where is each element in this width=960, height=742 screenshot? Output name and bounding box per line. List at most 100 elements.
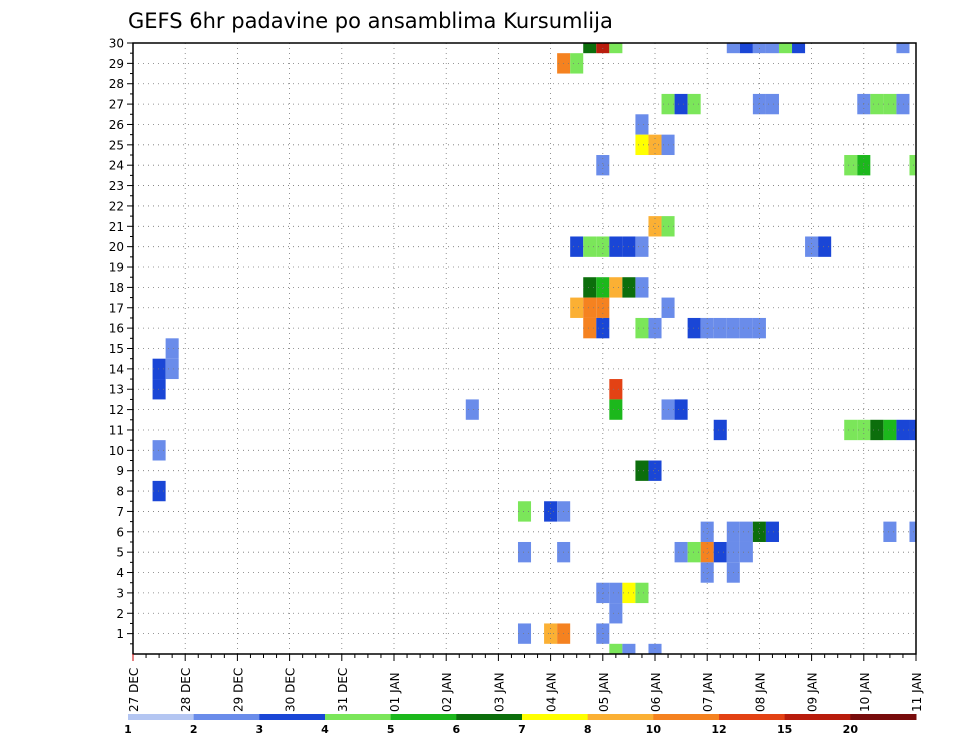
colorbar-swatch	[390, 714, 457, 720]
heatmap-cell	[609, 43, 623, 54]
heatmap-cell	[674, 399, 688, 420]
heatmap-cell	[674, 93, 688, 115]
y-tick-label: 20	[109, 240, 124, 254]
heatmap-cell	[792, 43, 806, 54]
heatmap-cell	[517, 541, 532, 563]
heatmap-cell	[713, 541, 727, 563]
heatmap-cell	[896, 419, 910, 441]
heatmap-cell	[596, 297, 610, 318]
grid-lines	[133, 43, 916, 654]
heatmap-cell	[765, 43, 779, 54]
y-tick-label: 22	[109, 199, 124, 213]
x-tick-label: 05 JAN	[597, 672, 611, 712]
x-tick-label: 09 JAN	[806, 672, 820, 712]
heatmap-cell	[739, 43, 753, 54]
heatmap-cell	[609, 603, 623, 624]
colorbar-label: 5	[387, 723, 395, 736]
colorbar-legend: 1 2 3 4 5 6 7 8 10 12 15 20	[124, 714, 917, 736]
heatmap-cell	[635, 582, 649, 604]
heatmap-cell	[883, 419, 897, 441]
heatmap-cell	[844, 419, 858, 441]
heatmap-cell	[752, 521, 766, 542]
x-tick-label: 08 JAN	[753, 672, 767, 712]
heatmap-cell	[517, 501, 532, 522]
y-tick-label: 6	[116, 525, 124, 539]
y-tick-label: 11	[109, 423, 124, 437]
heatmap-cell	[583, 236, 597, 257]
y-tick-label: 12	[109, 403, 124, 417]
heatmap-cell	[674, 541, 688, 563]
heatmap-cell	[648, 460, 662, 481]
heatmap-cells	[152, 43, 916, 654]
heatmap-cell	[570, 53, 584, 74]
y-tick-label: 24	[109, 159, 124, 173]
colorbar-label: 1	[124, 723, 132, 736]
colorbar-swatch	[719, 714, 786, 720]
y-tick-label: 21	[109, 220, 124, 234]
colorbar-swatch	[128, 714, 195, 720]
heatmap-cell	[583, 297, 597, 318]
heatmap-cell	[870, 419, 884, 441]
y-tick-label: 27	[109, 98, 124, 112]
heatmap-cell	[870, 93, 884, 115]
x-tick-label: 10 JAN	[858, 672, 872, 712]
heatmap-cell	[700, 521, 714, 542]
heatmap-cell	[765, 93, 779, 115]
y-tick-label: 3	[116, 586, 124, 600]
heatmap-cell	[583, 277, 597, 298]
y-tick-label: 18	[109, 281, 124, 295]
y-tick-label: 8	[116, 485, 124, 499]
heatmap-cell	[609, 399, 623, 420]
heatmap-cell	[609, 379, 623, 400]
y-tick-label: 13	[109, 383, 124, 397]
colorbar-swatch	[522, 714, 589, 720]
heatmap-cell	[570, 236, 584, 257]
y-tick-label: 10	[109, 444, 124, 458]
heatmap-cell	[752, 93, 766, 115]
heatmap-cell	[570, 297, 584, 318]
colorbar-label: 7	[518, 723, 526, 736]
heatmap-cell	[152, 379, 166, 400]
colorbar-label: 8	[584, 723, 592, 736]
heatmap-cell	[583, 317, 597, 339]
x-tick-label: 03 JAN	[492, 672, 506, 712]
heatmap-cell	[152, 440, 166, 461]
y-tick-label: 9	[116, 464, 124, 478]
heatmap-cell	[909, 419, 916, 441]
heatmap-cell	[700, 562, 714, 583]
heatmap-cell	[609, 236, 623, 257]
x-tick-label: 28 DEC	[179, 668, 193, 712]
heatmap-cell	[818, 236, 832, 257]
heatmap-cell	[622, 643, 636, 654]
heatmap-cell	[635, 134, 649, 156]
heatmap-cell	[596, 155, 610, 176]
heatmap-cell	[609, 277, 623, 298]
y-tick-label: 14	[109, 362, 124, 376]
heatmap-cell	[596, 277, 610, 298]
colorbar-label: 20	[843, 723, 859, 736]
colorbar-label: 6	[453, 723, 461, 736]
colorbar-label: 3	[256, 723, 264, 736]
heatmap-cell	[765, 521, 779, 542]
x-tick-label: 11 JAN	[910, 672, 924, 712]
y-tick-label: 29	[109, 57, 124, 71]
heatmap-cell	[517, 623, 532, 644]
x-tick-label: 30 DEC	[284, 668, 298, 712]
colorbar-swatch	[456, 714, 523, 720]
heatmap-cell	[648, 216, 662, 237]
heatmap-cell	[596, 236, 610, 257]
heatmap-cell	[687, 541, 701, 563]
y-tick-label: 15	[109, 342, 124, 356]
colorbar-swatch	[325, 714, 392, 720]
heatmap-cell	[687, 317, 701, 339]
y-tick-label: 30	[109, 37, 124, 51]
heatmap-cell	[687, 93, 701, 115]
colorbar-swatch	[784, 714, 851, 720]
heatmap-cell	[700, 541, 714, 563]
colorbar-label: 4	[321, 723, 329, 736]
colorbar-swatch	[587, 714, 654, 720]
y-axis: 1234567891011121314151617181920212223242…	[109, 37, 133, 645]
x-tick-label: 27 DEC	[127, 668, 141, 712]
heatmap-cell	[165, 338, 179, 359]
